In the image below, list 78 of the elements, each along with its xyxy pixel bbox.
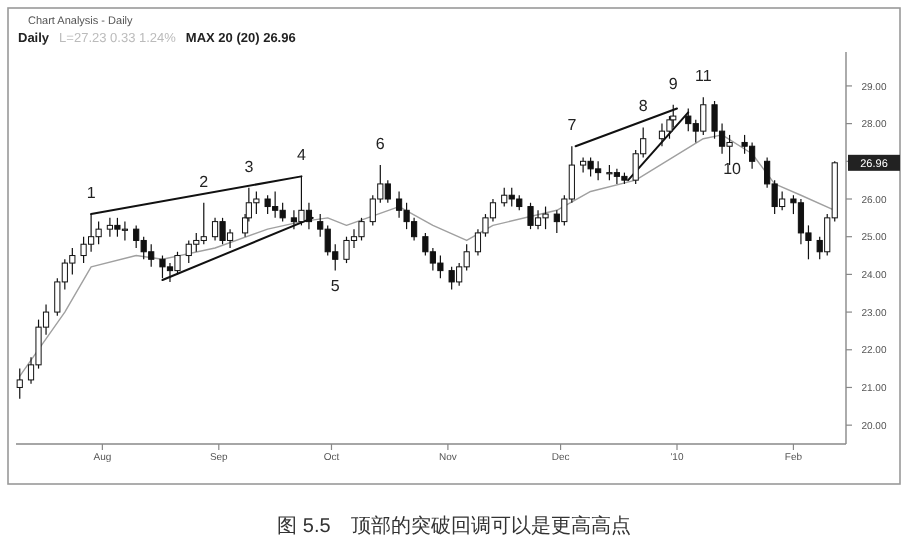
candlestick: [253, 190, 260, 215]
caption: 图 5.5 顶部的突破回调可以是更高高点: [277, 516, 631, 538]
candlestick: [580, 156, 587, 174]
candlestick: [726, 134, 733, 166]
candlestick: [384, 179, 391, 204]
candlestick: [527, 202, 534, 230]
candlestick: [290, 209, 298, 230]
annotation: 2: [199, 172, 209, 191]
annotation: 9: [668, 74, 678, 93]
candlestick: [456, 262, 463, 287]
annotation: 10: [723, 159, 741, 178]
candlestick: [824, 213, 831, 257]
candlestick: [272, 190, 279, 219]
candlestick: [501, 187, 508, 208]
candlestick: [226, 228, 234, 249]
candlestick: [797, 198, 805, 245]
candlestick: [411, 217, 418, 242]
candlestick: [542, 205, 549, 230]
candlestick: [358, 217, 365, 242]
candlestick: [298, 175, 305, 226]
candlestick: [658, 123, 666, 147]
candlestick: [718, 123, 726, 155]
candlestick: [16, 368, 23, 400]
candlestick: [632, 149, 639, 185]
annotation: 1: [86, 184, 96, 203]
candlestick: [489, 198, 497, 223]
annotation: 11: [694, 67, 712, 86]
candlestick: [692, 119, 699, 144]
candlestick: [508, 187, 515, 208]
candlestick: [764, 156, 771, 189]
candlestick: [553, 209, 560, 234]
candlestick: [159, 254, 166, 279]
candlestick: [166, 262, 174, 283]
candlestick: [95, 221, 102, 245]
annotation: 6: [375, 135, 385, 154]
candlestick: [264, 194, 271, 215]
candlestick: [174, 251, 181, 275]
candlestick: [343, 236, 350, 264]
candlestick: [42, 303, 50, 336]
candlestick: [332, 243, 339, 272]
candlestick: [395, 190, 403, 219]
candlestick: [779, 190, 786, 211]
candlestick: [211, 217, 219, 242]
candlestick: [640, 126, 647, 159]
annotation: 4: [297, 146, 306, 165]
candlestick: [27, 356, 35, 385]
candlestick: [61, 258, 68, 291]
candlestick: [369, 194, 376, 226]
candlestick: [534, 209, 542, 230]
candlestick: [200, 202, 207, 245]
candlestick: [317, 213, 324, 238]
candlestick: [106, 217, 113, 238]
candlestick: [69, 247, 76, 275]
annotation: 7: [567, 116, 577, 135]
candlestick: [474, 228, 482, 257]
candlestick: [613, 168, 620, 185]
candlestick: [133, 224, 140, 249]
candlestick: [377, 164, 384, 204]
candlestick: [185, 239, 192, 264]
candlestick: [219, 217, 226, 245]
candlestick: [595, 160, 602, 181]
candlestick: [749, 141, 756, 170]
candlestick: [429, 247, 436, 272]
annotation: 5: [330, 276, 340, 295]
candlestick: [350, 228, 358, 249]
candlestick: [568, 145, 575, 204]
candlestick: [587, 156, 594, 177]
annotation: 3: [244, 157, 254, 176]
candlestick: [305, 202, 313, 230]
candlestick: [148, 243, 155, 268]
candlestick: [437, 254, 444, 279]
candlestick: [816, 236, 823, 260]
candlestick: [448, 266, 455, 291]
candlestick: [88, 213, 95, 253]
annotation: 8: [638, 97, 648, 116]
candlestick: [700, 96, 707, 136]
candlestick: [121, 221, 129, 242]
candlestick: [114, 217, 121, 238]
